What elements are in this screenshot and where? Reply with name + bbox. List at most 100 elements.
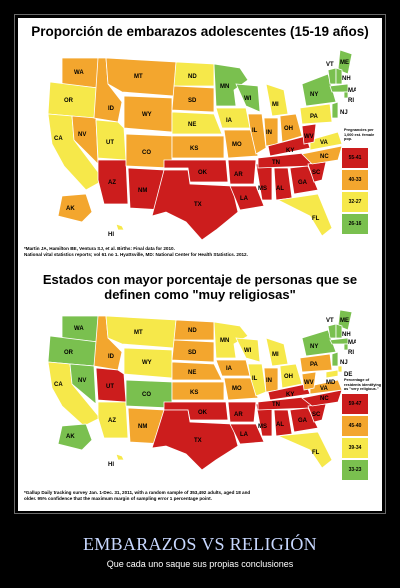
label-MA: MA xyxy=(348,88,356,94)
label-OH: OH xyxy=(284,126,293,132)
map2-legend-1: 59-47 xyxy=(342,394,368,414)
label-NY: NY xyxy=(310,344,318,350)
label-PA: PA xyxy=(310,114,319,120)
state-RI xyxy=(343,91,349,99)
poster-subtitle: Que cada uno saque sus propias conclusio… xyxy=(106,559,294,569)
label-MD: MD xyxy=(326,380,336,386)
state-DE xyxy=(337,365,343,373)
label-VA: VA xyxy=(320,386,329,392)
label-MO: MO xyxy=(232,142,242,148)
label-KY: KY xyxy=(286,392,294,398)
religiosity-panel: Estados con mayor porcentaje de personas… xyxy=(18,268,382,511)
label-NJ: NJ xyxy=(340,360,348,366)
map2-legend-4: 33-23 xyxy=(342,460,368,480)
label-CO: CO xyxy=(142,150,151,156)
label-AR: AR xyxy=(234,412,243,418)
label-UT: UT xyxy=(106,384,114,390)
state-OH xyxy=(279,363,303,389)
label-MS: MS xyxy=(258,424,267,430)
label-NV: NV xyxy=(78,378,86,384)
state-SD xyxy=(171,339,215,363)
state-TX xyxy=(151,169,239,241)
state-NV xyxy=(69,363,97,405)
state-NY xyxy=(301,329,337,357)
label-WA: WA xyxy=(74,326,84,332)
state-AR xyxy=(227,401,257,423)
state-NC xyxy=(301,389,343,407)
label-IL: IL xyxy=(252,128,258,134)
label-MT: MT xyxy=(134,74,143,80)
map1-legend-1: 55-41 xyxy=(342,148,368,168)
label-RI: RI xyxy=(348,350,354,356)
label-WV: WV xyxy=(304,380,314,386)
state-MI xyxy=(265,337,289,367)
label-ID: ID xyxy=(108,106,115,112)
state-IL xyxy=(247,113,267,155)
state-AR xyxy=(227,159,257,185)
state-MN xyxy=(213,321,249,359)
state-AL xyxy=(273,167,293,201)
state-UT xyxy=(95,119,127,161)
state-ND xyxy=(173,61,215,87)
label-NM: NM xyxy=(138,188,147,194)
state-NE xyxy=(171,111,223,135)
state-OH xyxy=(279,113,303,143)
map1-legend-3: 32-27 xyxy=(342,192,368,212)
religiosity-map: WA OR CA NV ID MT WY UT AZ CO NM ND SD N… xyxy=(47,309,356,471)
state-MT xyxy=(105,315,177,349)
label-TX: TX xyxy=(194,202,202,208)
label-AZ: AZ xyxy=(108,418,116,424)
label-FL: FL xyxy=(312,216,320,222)
label-IL: IL xyxy=(252,376,258,382)
label-AK: AK xyxy=(66,206,75,212)
label-PA: PA xyxy=(310,362,319,368)
state-RI xyxy=(343,343,349,351)
state-AL xyxy=(273,409,293,437)
state-GA xyxy=(289,165,319,195)
map1-citation-line1: *Martin JA, Hamilton BE, Ventura SJ, et … xyxy=(24,246,175,251)
label-MA: MA xyxy=(348,340,356,346)
state-ND xyxy=(173,319,215,341)
state-PA xyxy=(299,103,333,125)
label-SD: SD xyxy=(188,350,197,356)
map2-legend-2: 45-40 xyxy=(342,416,368,436)
state-WV xyxy=(301,123,317,145)
label-NH: NH xyxy=(342,76,351,82)
label-IN: IN xyxy=(266,130,272,136)
label-RI: RI xyxy=(348,98,354,104)
state-IA xyxy=(215,359,251,377)
label-OK: OK xyxy=(198,170,208,176)
label-AR: AR xyxy=(234,172,243,178)
label-CO: CO xyxy=(142,392,151,398)
label-NE: NE xyxy=(188,122,196,128)
label-OR: OR xyxy=(64,350,74,356)
label-NC: NC xyxy=(320,154,329,160)
label-ME: ME xyxy=(340,60,349,66)
state-NC xyxy=(301,145,343,165)
label-SC: SC xyxy=(312,412,321,418)
label-NJ: NJ xyxy=(340,110,348,116)
state-NJ xyxy=(331,351,339,367)
label-LA: LA xyxy=(240,432,249,438)
label-KS: KS xyxy=(190,390,198,396)
map2-citation: *Gallup Daily tracking survey Jan. 1-Dec… xyxy=(24,490,378,502)
map1-legend-2: 40-33 xyxy=(342,170,368,190)
map1-legend-4: 26-16 xyxy=(342,214,368,234)
label-NV: NV xyxy=(78,132,86,138)
state-AZ xyxy=(97,401,129,439)
state-UT xyxy=(95,367,127,403)
state-WI xyxy=(235,337,261,363)
teen-pregnancy-title: Proporción de embarazos adolescentes (15… xyxy=(31,24,369,39)
label-TN: TN xyxy=(272,160,280,166)
state-WV xyxy=(301,371,317,391)
religiosity-title: Estados con mayor porcentaje de personas… xyxy=(18,272,382,302)
map1-citation-line2: National vital statistics reports; vol 6… xyxy=(24,252,248,257)
state-MT xyxy=(105,57,177,97)
state-LA xyxy=(229,423,265,445)
label-WY: WY xyxy=(142,360,152,366)
label-CA: CA xyxy=(54,382,63,388)
label-SC: SC xyxy=(312,170,321,176)
religiosity-title-line1: Estados con mayor porcentaje de personas… xyxy=(42,272,358,287)
state-IA xyxy=(215,107,251,129)
label-WA: WA xyxy=(74,70,84,76)
